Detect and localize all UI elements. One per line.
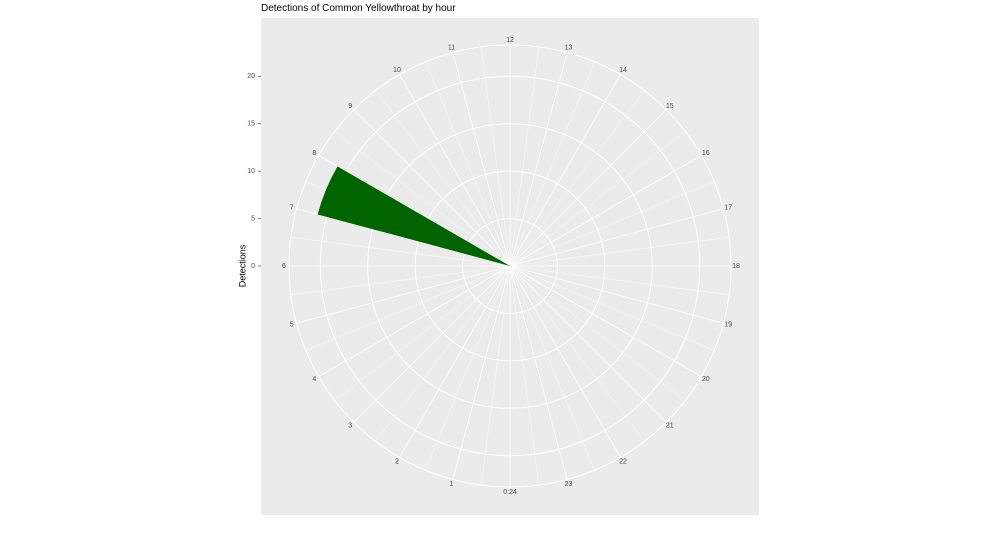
grid-spoke: [509, 52, 568, 267]
grid-spoke: [318, 265, 511, 377]
x-tick-label: 19: [724, 321, 732, 328]
minor-grid-spoke: [509, 265, 686, 401]
grid-spoke: [509, 265, 568, 480]
grid-spoke: [509, 109, 667, 267]
grid-spoke: [509, 265, 702, 377]
minor-grid-spoke: [509, 265, 645, 442]
x-tick-label: 20: [702, 376, 710, 383]
x-tick-label: 13: [565, 45, 573, 52]
grid-spoke: [452, 265, 511, 480]
grid-spoke: [509, 74, 621, 267]
minor-grid-spoke: [509, 265, 715, 351]
grid-spoke: [353, 265, 511, 423]
x-tick-label: 4: [312, 376, 316, 383]
x-tick-label: 7: [290, 204, 294, 211]
minor-grid-spoke: [509, 46, 540, 267]
grid-spoke: [509, 208, 724, 267]
x-tick-label: 3: [348, 423, 352, 430]
minor-grid-spoke: [375, 90, 511, 267]
minor-grid-spoke: [375, 265, 511, 442]
x-tick-label: 9: [348, 103, 352, 110]
minor-grid-spoke: [334, 131, 511, 267]
minor-grid-spoke: [509, 265, 730, 296]
minor-grid-spoke: [334, 265, 511, 401]
x-tick-label: 23: [565, 481, 573, 488]
minor-grid-spoke: [290, 236, 511, 267]
bar: [317, 166, 510, 266]
minor-grid-spoke: [509, 236, 730, 267]
x-tick-label: 22: [619, 459, 627, 466]
x-tick-label: 12: [506, 37, 514, 44]
y-tick-label: 0: [251, 263, 255, 270]
grid-spoke: [399, 265, 511, 458]
x-tick-label: 0:24: [503, 489, 517, 496]
minor-grid-spoke: [425, 265, 511, 471]
grid-spoke: [509, 155, 702, 267]
x-tick-label: 11: [448, 45, 455, 52]
x-tick-label: 1: [450, 481, 454, 488]
x-tick-label: 16: [702, 150, 710, 157]
minor-grid-spoke: [480, 265, 511, 486]
grid-spoke: [399, 74, 511, 267]
y-tick-label: 15: [247, 121, 255, 128]
y-tick-label: 10: [247, 168, 255, 175]
grid-spoke: [509, 265, 621, 458]
minor-grid-spoke: [305, 265, 511, 351]
grid-spoke: [296, 265, 511, 324]
x-tick-label: 8: [312, 150, 316, 157]
x-tick-label: 21: [666, 423, 674, 430]
minor-grid-spoke: [290, 265, 511, 296]
x-tick-label: 18: [732, 263, 740, 270]
y-tick-label: 20: [247, 73, 255, 80]
y-axis-title: Detections: [237, 244, 247, 287]
grid-spoke: [353, 109, 511, 267]
y-tick-label: 5: [251, 215, 255, 222]
minor-grid-spoke: [509, 131, 686, 267]
minor-grid-spoke: [480, 46, 511, 267]
minor-grid-spoke: [509, 265, 595, 471]
x-tick-label: 14: [619, 67, 627, 74]
grid-spoke: [509, 265, 724, 324]
minor-grid-spoke: [509, 90, 645, 267]
x-tick-label: 6: [282, 263, 286, 270]
x-tick-label: 10: [393, 67, 401, 74]
x-tick-label: 17: [724, 204, 732, 211]
x-tick-label: 15: [666, 103, 674, 110]
minor-grid-spoke: [425, 61, 511, 267]
x-tick-label: 5: [290, 321, 294, 328]
grid-spoke: [452, 52, 511, 267]
minor-grid-spoke: [509, 61, 595, 267]
grid-spoke: [509, 265, 667, 423]
minor-grid-spoke: [509, 181, 715, 267]
minor-grid-spoke: [509, 265, 540, 486]
chart-title: Detections of Common Yellowthroat by hou…: [261, 3, 456, 14]
x-tick-label: 2: [395, 459, 399, 466]
